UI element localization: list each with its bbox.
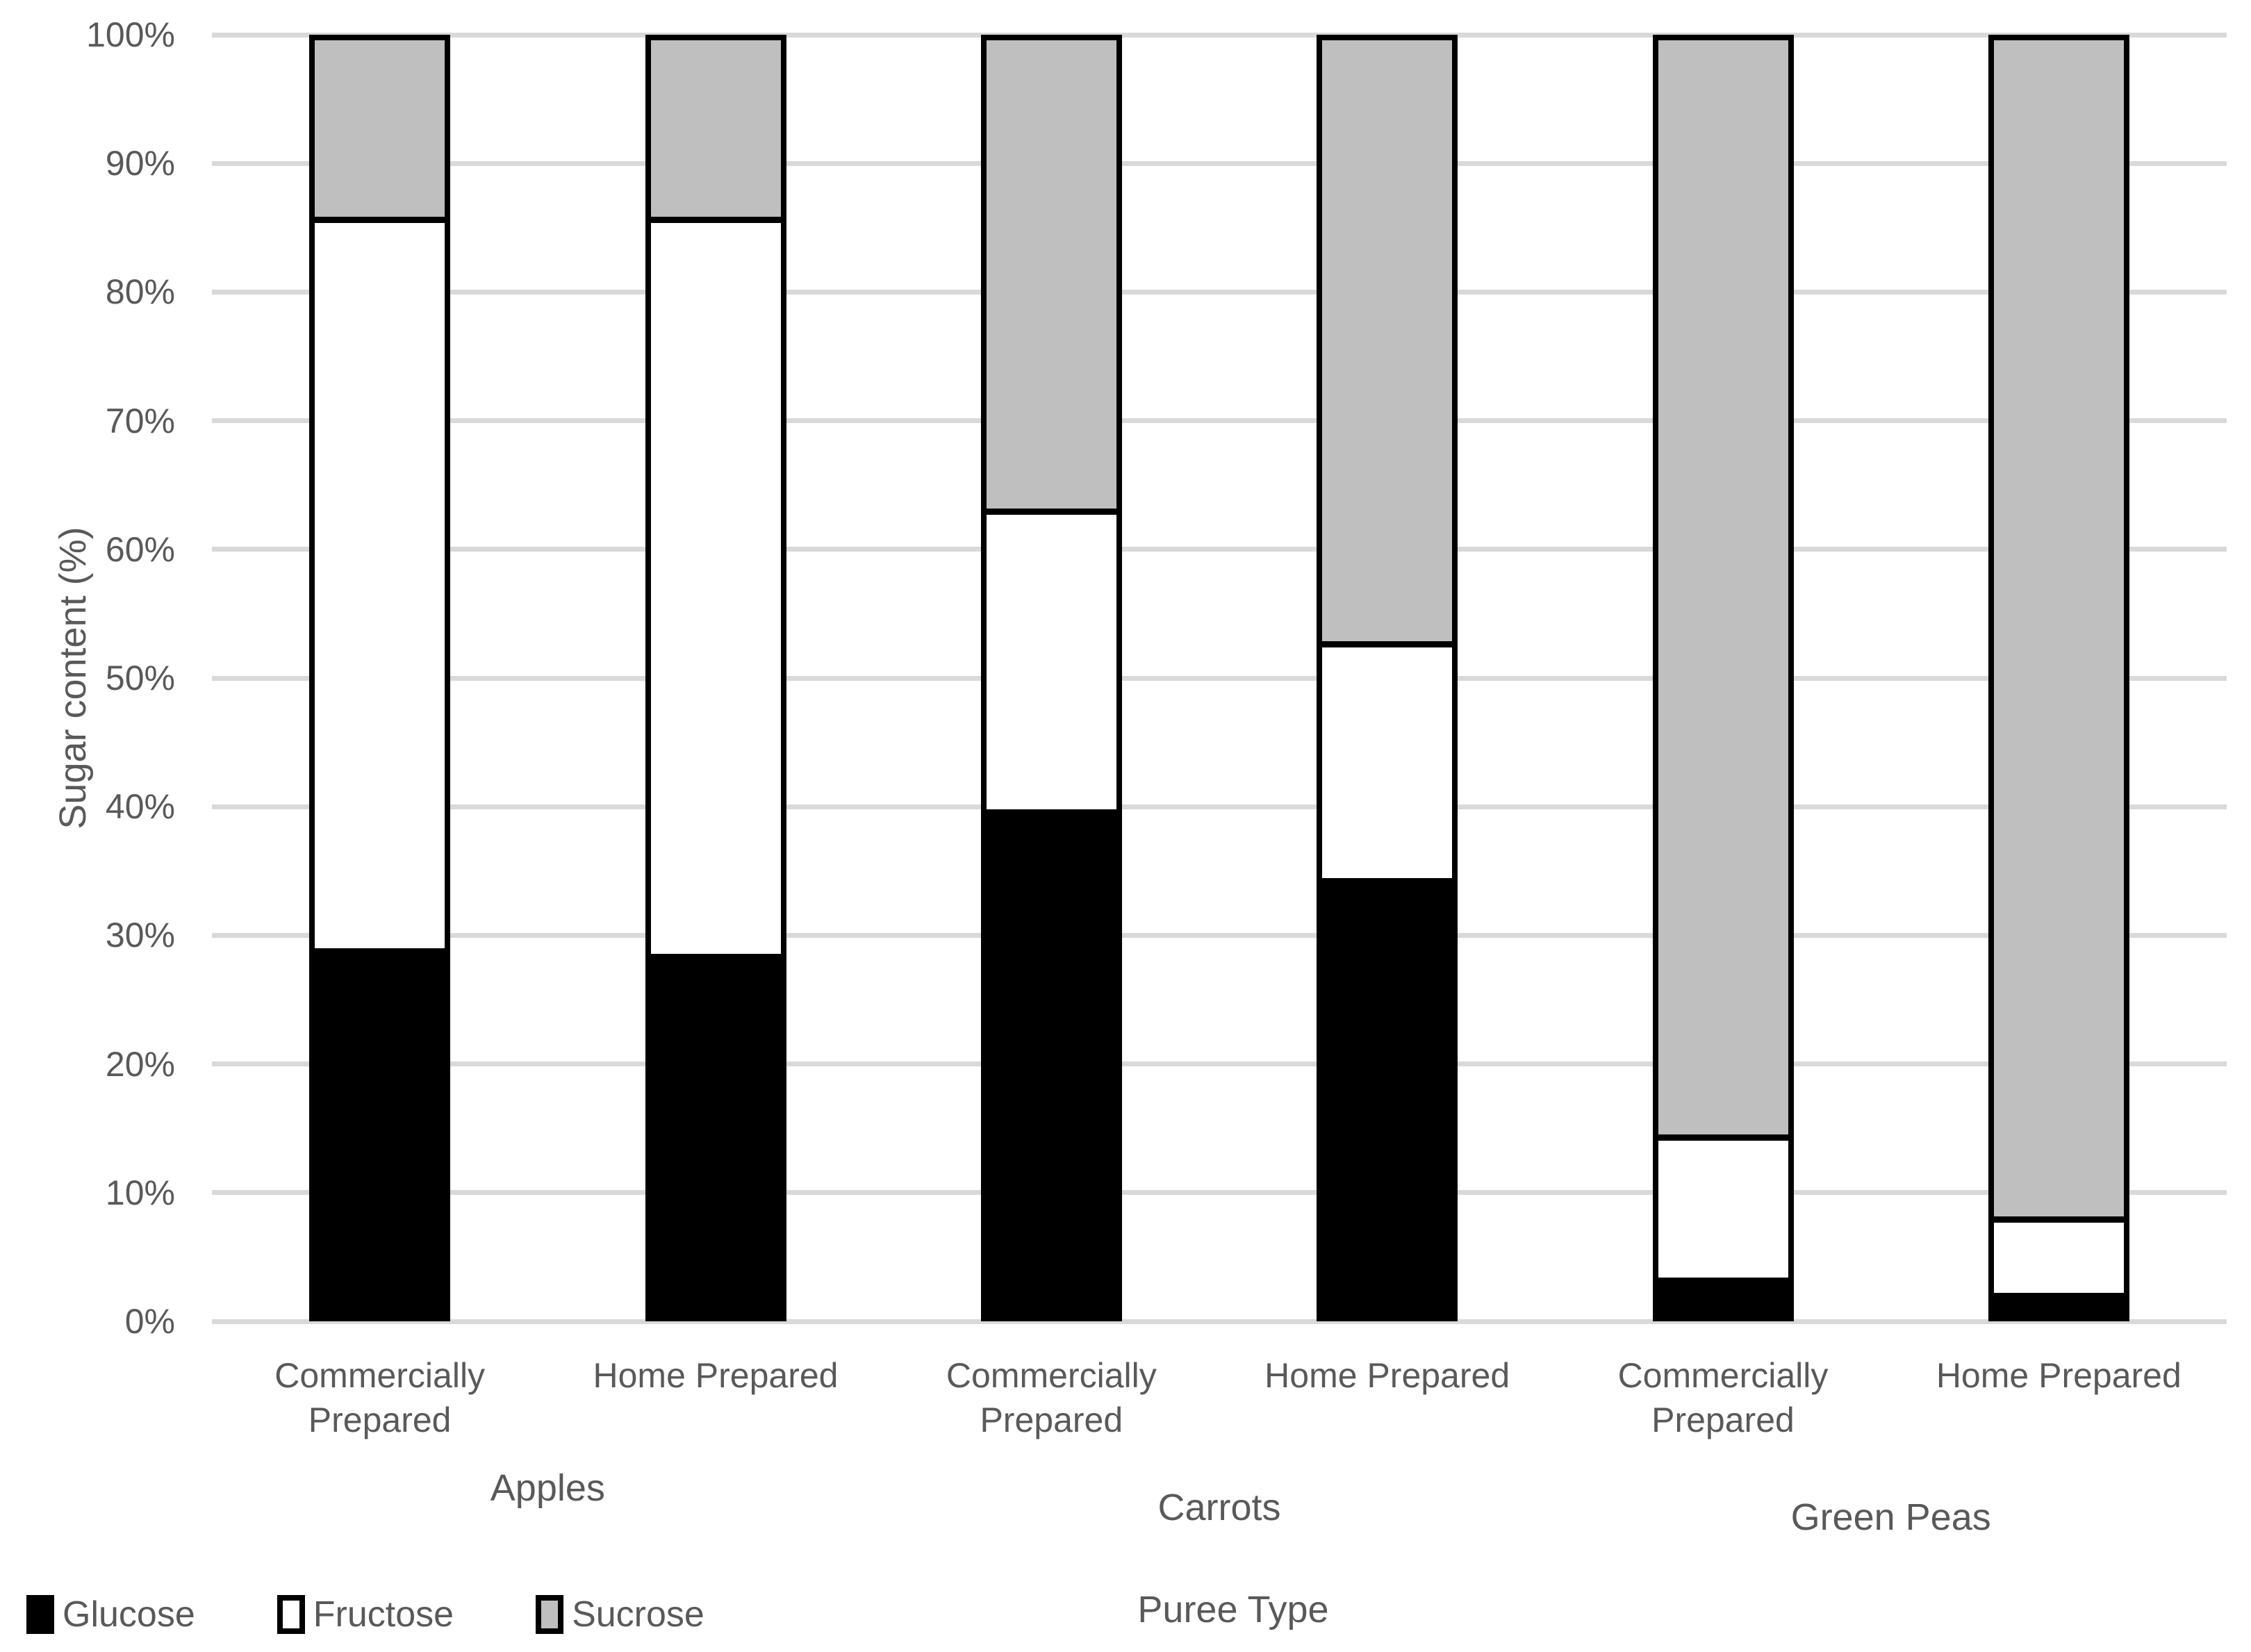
x-category-label: Commercially Prepared (884, 1353, 1219, 1442)
bar-segment-sucrose (1322, 40, 1453, 647)
gridline-30 (212, 932, 2227, 938)
group-label-carrots: Carrots (1157, 1487, 1281, 1528)
legend-swatch-fructose (277, 1595, 305, 1634)
legend: Glucose Fructose Sucrose (26, 1594, 786, 1635)
x-category-label: Home Prepared (547, 1353, 883, 1398)
gridline-80 (212, 289, 2227, 295)
y-tick-label: 30% (105, 916, 175, 955)
y-tick-label: 0% (124, 1302, 175, 1341)
bar-1 (309, 35, 451, 1321)
bar-segment-glucose (1658, 1284, 1788, 1316)
y-tick-label: 70% (105, 401, 175, 440)
bar-4 (1317, 35, 1458, 1321)
y-tick-label: 10% (105, 1173, 175, 1212)
x-category-label: Commercially Prepared (1555, 1353, 1890, 1442)
legend-swatch-glucose (26, 1595, 54, 1634)
gridline-90 (212, 160, 2227, 166)
bar-2 (645, 35, 786, 1321)
y-tick-label: 60% (105, 529, 175, 569)
x-category-text: Home Prepared (1264, 1356, 1510, 1395)
gridline-0 (212, 1319, 2227, 1324)
bar-segment-fructose (1658, 1141, 1788, 1285)
x-category-label: Commercially Prepared (212, 1353, 547, 1442)
x-category-label: Home Prepared (1891, 1353, 2227, 1398)
bar-segment-sucrose (315, 40, 445, 223)
gridline-40 (212, 804, 2227, 809)
bar-segment-fructose (650, 222, 781, 960)
plot-area (212, 32, 2227, 1324)
x-category-text: Commercially Prepared (1617, 1356, 1829, 1439)
bar-segment-sucrose (1658, 40, 1788, 1141)
x-category-text: Commercially Prepared (946, 1356, 1157, 1439)
gridline-70 (212, 418, 2227, 424)
x-category-text: Home Prepared (593, 1356, 839, 1395)
x-category-text: Home Prepared (1936, 1356, 2182, 1395)
bar-5 (1652, 35, 1794, 1321)
y-tick-label: 20% (105, 1044, 175, 1084)
legend-item-fructose: Fructose (277, 1594, 454, 1635)
bar-segment-glucose (1322, 884, 1453, 1316)
legend-label: Sucrose (572, 1594, 704, 1635)
gridline-10 (212, 1190, 2227, 1196)
bar-segment-sucrose (986, 40, 1116, 515)
y-tick-label: 100% (86, 15, 175, 54)
gridline-20 (212, 1062, 2227, 1067)
bar-segment-glucose (315, 955, 445, 1316)
bar-segment-sucrose (1993, 40, 2124, 1223)
group-label-green-peas: Green Peas (1790, 1496, 1991, 1538)
bar-segment-sucrose (650, 40, 781, 223)
bar-6 (1988, 35, 2129, 1321)
x-category-label: Home Prepared (1219, 1353, 1555, 1398)
x-axis-title: Puree Type (1137, 1589, 1329, 1630)
y-tick-label: 50% (105, 659, 175, 697)
bar-segment-glucose (650, 959, 781, 1316)
bar-segment-glucose (986, 816, 1116, 1316)
y-tick-label: 90% (105, 144, 175, 183)
legend-item-glucose: Glucose (26, 1594, 195, 1635)
bar-segment-fructose (1993, 1222, 2124, 1300)
gridline-50 (212, 675, 2227, 681)
y-tick-label: 80% (105, 272, 175, 312)
gridline-60 (212, 547, 2227, 552)
y-tick-label: 40% (105, 787, 175, 827)
legend-label: Glucose (63, 1594, 195, 1635)
group-label-apples: Apples (490, 1467, 605, 1509)
legend-label: Fructose (313, 1594, 454, 1635)
bar-3 (980, 35, 1122, 1321)
x-category-text: Commercially Prepared (274, 1356, 486, 1439)
bar-segment-fructose (1322, 647, 1453, 885)
bar-segment-fructose (986, 515, 1116, 816)
gridline-100 (212, 32, 2227, 38)
bar-segment-glucose (1993, 1299, 2124, 1316)
bar-segment-fructose (315, 222, 445, 955)
legend-swatch-sucrose (536, 1595, 564, 1634)
legend-item-sucrose: Sucrose (536, 1594, 704, 1635)
